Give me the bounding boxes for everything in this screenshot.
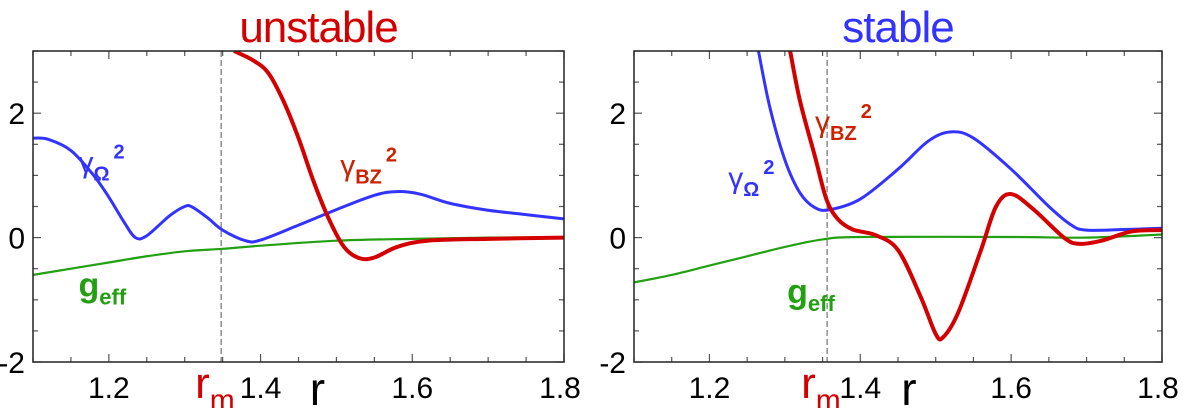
x-axis-label: r (901, 363, 916, 408)
x-tick-label: 1.6 (990, 372, 1032, 405)
series-label-main: γ (79, 146, 94, 179)
series-group (634, 51, 1162, 342)
series-label-sub: BZ (830, 123, 857, 145)
x-tick-label: 1.2 (88, 372, 130, 405)
plot-frame (633, 50, 1163, 363)
series-label-main: γ (728, 162, 743, 195)
series-label: γΩ2 (728, 157, 774, 201)
series-label-sub: Ω (94, 163, 110, 185)
chart-title: unstable (239, 3, 397, 52)
series-label-main: g (787, 273, 808, 311)
rm-sub: m (210, 384, 235, 408)
rm-marker-label: rm (801, 359, 841, 408)
y-tick-label: 0 (609, 223, 626, 256)
series-label-sub: eff (99, 285, 127, 310)
series-line-gamma-omega-- (756, 51, 1162, 232)
series-label-sub: eff (808, 291, 836, 316)
series-label: geff (79, 267, 127, 310)
series-label-sup: 2 (386, 144, 397, 166)
series-label-main: g (79, 267, 100, 305)
y-tick-label: 0 (8, 223, 25, 256)
series-line-gamma-bz-- (788, 51, 1162, 342)
series-label-sup: 2 (861, 101, 872, 123)
series-label: γBZ2 (340, 144, 397, 188)
y-tick-label: -2 (599, 347, 626, 380)
series-line-gamma-omega-- (33, 136, 564, 244)
chart-title: stable (842, 3, 953, 52)
x-tick-label: 1.8 (539, 372, 581, 405)
x-tick-label: 1.4 (240, 372, 282, 405)
series-label-sup: 2 (114, 141, 125, 163)
plot-frame (32, 50, 565, 363)
x-tick-label: 1.8 (1137, 372, 1179, 405)
rm-marker-label: rm (195, 359, 235, 408)
series-line-gamma-bz-- (233, 51, 564, 262)
y-tick-label: 2 (609, 98, 626, 131)
series-label-sub: Ω (743, 179, 759, 201)
x-tick-label: 1.4 (839, 372, 881, 405)
x-tick-label: 1.2 (689, 372, 731, 405)
series-label-main: γ (815, 106, 830, 139)
x-tick-label: 1.6 (391, 372, 433, 405)
series-line-g-eff (634, 233, 1162, 284)
rm-sub: m (816, 384, 841, 408)
series-label: geff (787, 273, 835, 316)
rm-r: r (195, 359, 210, 408)
series-label-sub: BZ (355, 166, 382, 188)
series-label-main: γ (340, 149, 355, 182)
series-group (33, 51, 564, 277)
series-label: γBZ2 (815, 101, 872, 145)
y-tick-label: 2 (8, 98, 25, 131)
series-label-sup: 2 (763, 157, 774, 179)
series-line-g-eff (33, 236, 564, 277)
y-tick-label: -2 (0, 347, 25, 380)
rm-r: r (801, 359, 816, 408)
series-label: γΩ2 (79, 141, 125, 185)
x-axis-label: r (310, 363, 325, 408)
